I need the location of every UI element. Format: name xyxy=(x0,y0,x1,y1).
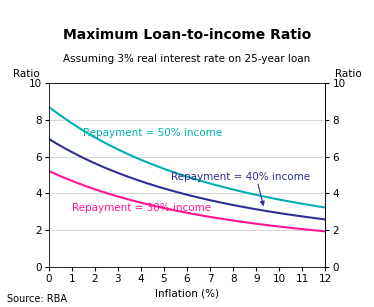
Text: Maximum Loan-to-income Ratio: Maximum Loan-to-income Ratio xyxy=(63,28,311,42)
Text: Repayment = 30% income: Repayment = 30% income xyxy=(72,203,211,213)
Text: Assuming 3% real interest rate on 25-year loan: Assuming 3% real interest rate on 25-yea… xyxy=(63,54,311,64)
Text: Ratio: Ratio xyxy=(13,69,39,79)
Text: Repayment = 50% income: Repayment = 50% income xyxy=(83,128,222,138)
X-axis label: Inflation (%): Inflation (%) xyxy=(155,288,219,298)
Text: Source: RBA: Source: RBA xyxy=(7,294,67,304)
Text: Repayment = 40% income: Repayment = 40% income xyxy=(171,172,310,182)
Text: Ratio: Ratio xyxy=(335,69,361,79)
